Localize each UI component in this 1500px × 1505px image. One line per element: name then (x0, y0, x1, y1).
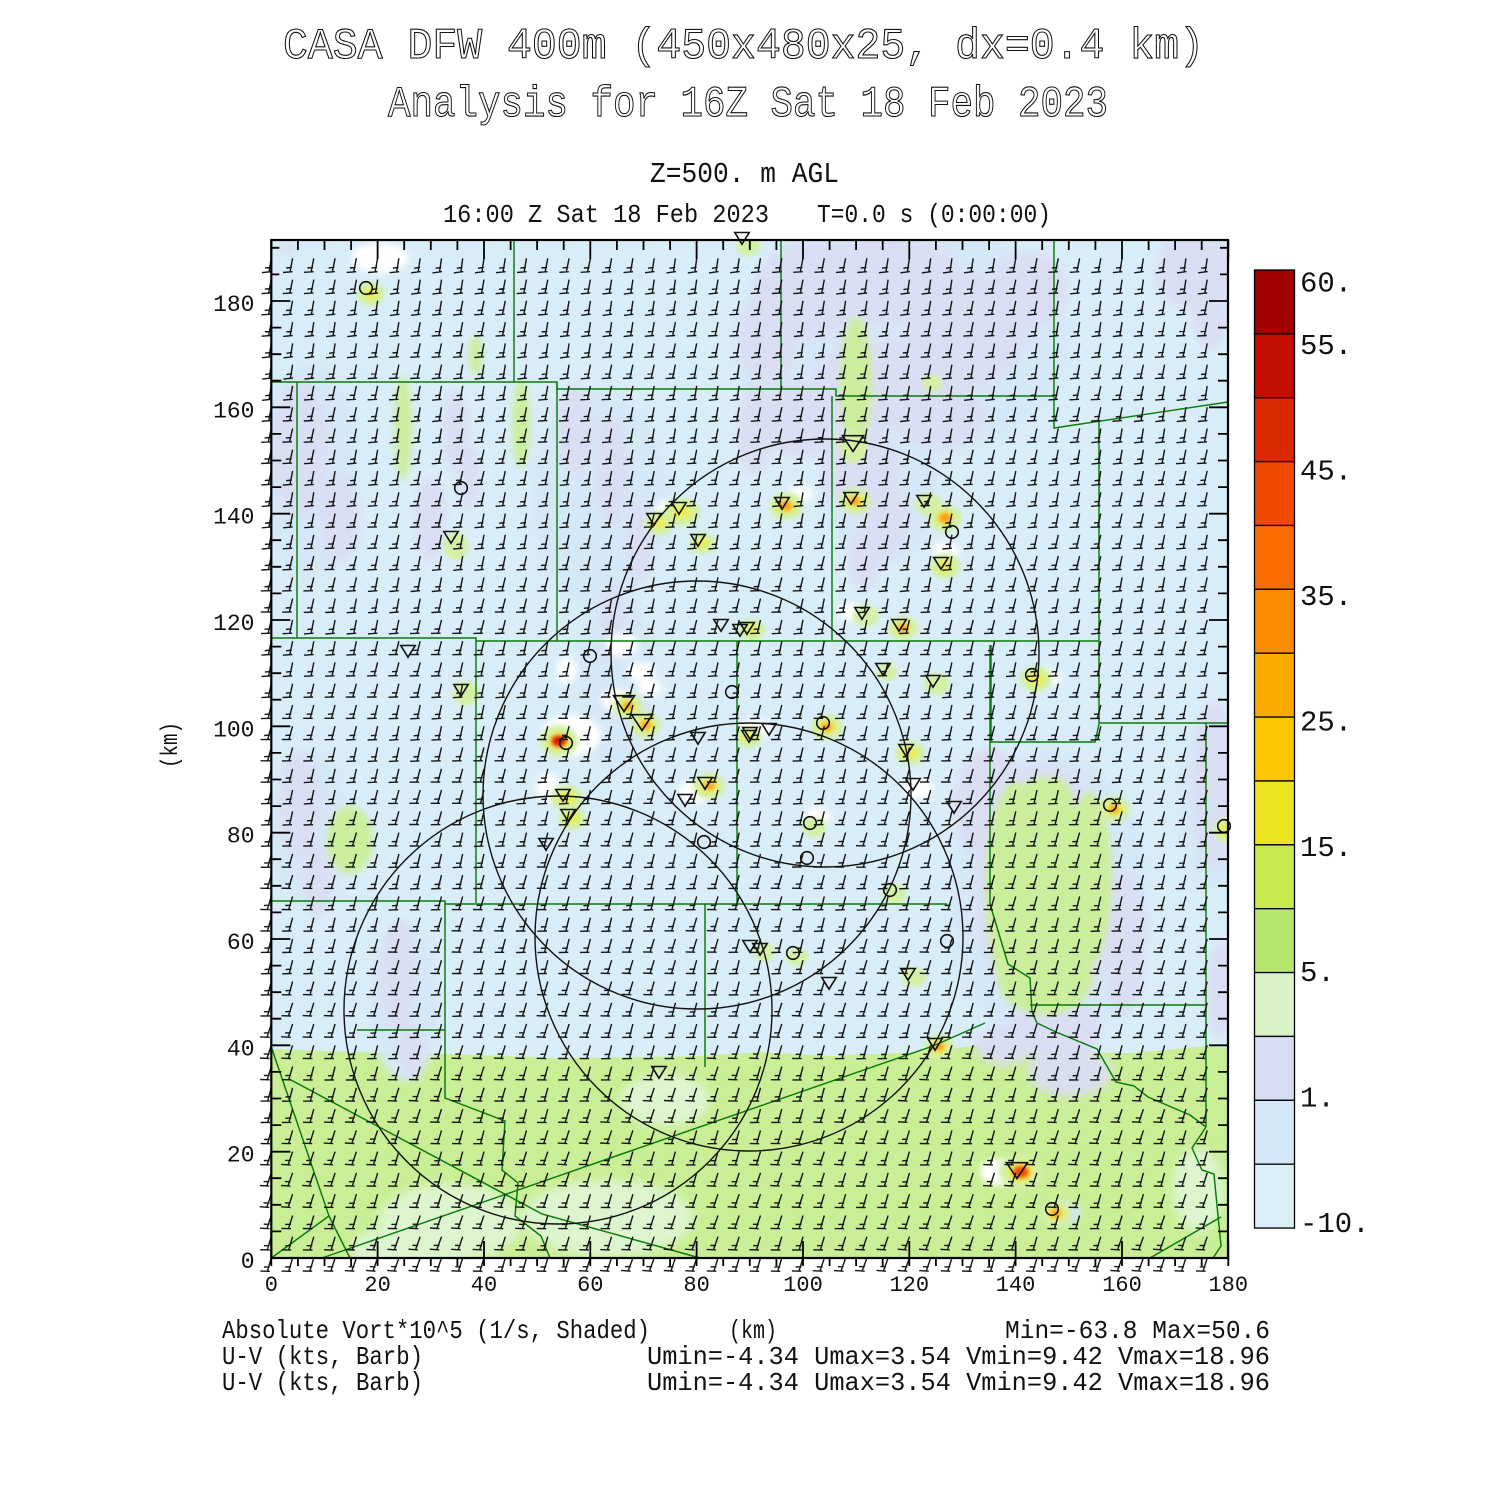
svg-text:100: 100 (783, 1273, 823, 1298)
svg-text:60: 60 (577, 1273, 603, 1298)
svg-text:45.: 45. (1300, 456, 1352, 489)
svg-text:U-V (kts, Barb): U-V (kts, Barb) (222, 1342, 423, 1372)
svg-text:55.: 55. (1300, 330, 1352, 363)
svg-text:35.: 35. (1300, 581, 1352, 614)
svg-text:40: 40 (471, 1273, 497, 1298)
svg-text:1.: 1. (1300, 1083, 1335, 1116)
svg-text:T=0.0 s (0:00:00): T=0.0 s (0:00:00) (817, 200, 1051, 230)
svg-text:140: 140 (213, 505, 254, 531)
svg-text:80: 80 (683, 1273, 709, 1298)
svg-text:180: 180 (1208, 1273, 1248, 1298)
svg-text:0: 0 (265, 1273, 278, 1298)
svg-text:16:00 Z Sat 18 Feb 2023: 16:00 Z Sat 18 Feb 2023 (443, 200, 769, 230)
svg-text:160: 160 (1102, 1273, 1142, 1298)
svg-text:20: 20 (364, 1273, 390, 1298)
svg-text:180: 180 (213, 292, 254, 318)
svg-text:0: 0 (241, 1249, 255, 1275)
svg-text:25.: 25. (1300, 706, 1352, 739)
svg-text:Z=500. m AGL: Z=500. m AGL (650, 158, 839, 191)
svg-text:U-V (kts, Barb): U-V (kts, Barb) (222, 1368, 423, 1398)
svg-text:60.: 60. (1300, 268, 1352, 301)
svg-text:Analysis for 16Z Sat 18 Feb 20: Analysis for 16Z Sat 18 Feb 2023 (388, 80, 1108, 130)
svg-text:(km): (km) (729, 1316, 777, 1346)
svg-text:Umin=-4.34 Umax=3.54 Vmin=9.42: Umin=-4.34 Umax=3.54 Vmin=9.42 Vmax=18.9… (647, 1368, 1270, 1398)
svg-text:(km): (km) (158, 722, 185, 768)
svg-text:20: 20 (227, 1143, 255, 1169)
svg-text:160: 160 (213, 398, 254, 424)
svg-text:80: 80 (227, 824, 255, 850)
svg-text:-10.: -10. (1300, 1208, 1370, 1241)
svg-text:Absolute Vort*10^5 (1/s, Shade: Absolute Vort*10^5 (1/s, Shaded) (222, 1316, 650, 1346)
svg-text:120: 120 (213, 611, 254, 637)
svg-text:CASA DFW 400m (450x480x25, dx=: CASA DFW 400m (450x480x25, dx=0.4 km) (283, 22, 1204, 72)
svg-text:Min=-63.8 Max=50.6: Min=-63.8 Max=50.6 (1005, 1316, 1270, 1346)
svg-text:5.: 5. (1300, 957, 1335, 990)
svg-text:Umin=-4.34 Umax=3.54 Vmin=9.42: Umin=-4.34 Umax=3.54 Vmin=9.42 Vmax=18.9… (647, 1342, 1270, 1372)
svg-text:40: 40 (227, 1036, 255, 1062)
svg-text:100: 100 (213, 717, 254, 743)
svg-text:140: 140 (996, 1273, 1036, 1298)
svg-text:120: 120 (889, 1273, 929, 1298)
svg-text:15.: 15. (1300, 832, 1352, 865)
svg-text:60: 60 (227, 930, 255, 956)
